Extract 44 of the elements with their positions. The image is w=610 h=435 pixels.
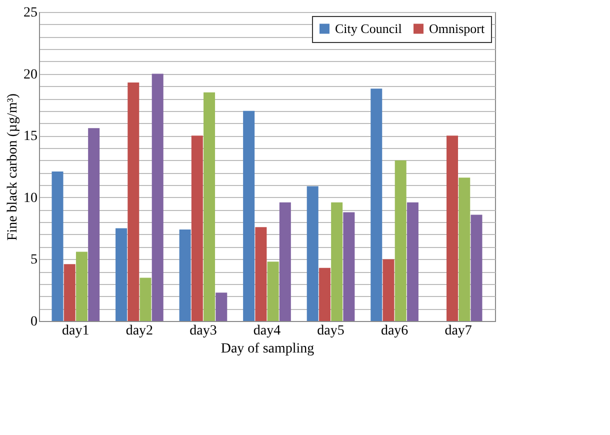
y-axis-title: Fine black carbon (µg/m³): [6, 93, 20, 241]
bar: [191, 136, 203, 321]
y-tick-label: 10: [24, 190, 38, 206]
x-tick-label: day7: [444, 324, 472, 338]
bar: [255, 227, 267, 321]
bar: [116, 228, 128, 321]
bar: [52, 171, 64, 321]
bar: [370, 88, 382, 321]
x-tick-label: day3: [190, 324, 217, 338]
bar: [343, 212, 355, 321]
y-tick-label: 20: [24, 67, 38, 82]
bar: [279, 202, 291, 321]
bar: [128, 82, 140, 321]
bar: [394, 160, 406, 321]
bar: [470, 214, 482, 321]
bar: [179, 230, 191, 321]
bar: [204, 92, 216, 321]
x-tick-label: day1: [62, 324, 90, 338]
bar: [152, 74, 164, 321]
x-axis-title: Day of sampling: [220, 342, 314, 356]
bar: [216, 292, 228, 321]
legend-label: Omnisport: [429, 20, 485, 36]
bar: [243, 110, 255, 321]
bar: [64, 264, 76, 321]
bar: [267, 262, 279, 321]
bar: [406, 202, 418, 321]
bar: [306, 186, 318, 321]
y-tick-label: 5: [30, 252, 38, 268]
x-tick-label: day6: [380, 324, 408, 338]
bar: [446, 136, 458, 321]
bar: [458, 178, 470, 321]
bar: [88, 128, 100, 321]
y-tick-label: 0: [30, 314, 38, 330]
legend-label: City Council: [335, 20, 402, 36]
bar: [76, 252, 88, 321]
y-tick-label: 25: [24, 6, 38, 20]
bar: [382, 259, 394, 321]
bar: [331, 202, 343, 321]
x-tick-label: day2: [126, 324, 154, 338]
x-tick-label: day4: [253, 324, 281, 338]
bar: [140, 278, 152, 321]
x-tick-label: day5: [317, 324, 344, 338]
bar: [318, 268, 330, 321]
y-tick-label: 15: [24, 129, 38, 144]
